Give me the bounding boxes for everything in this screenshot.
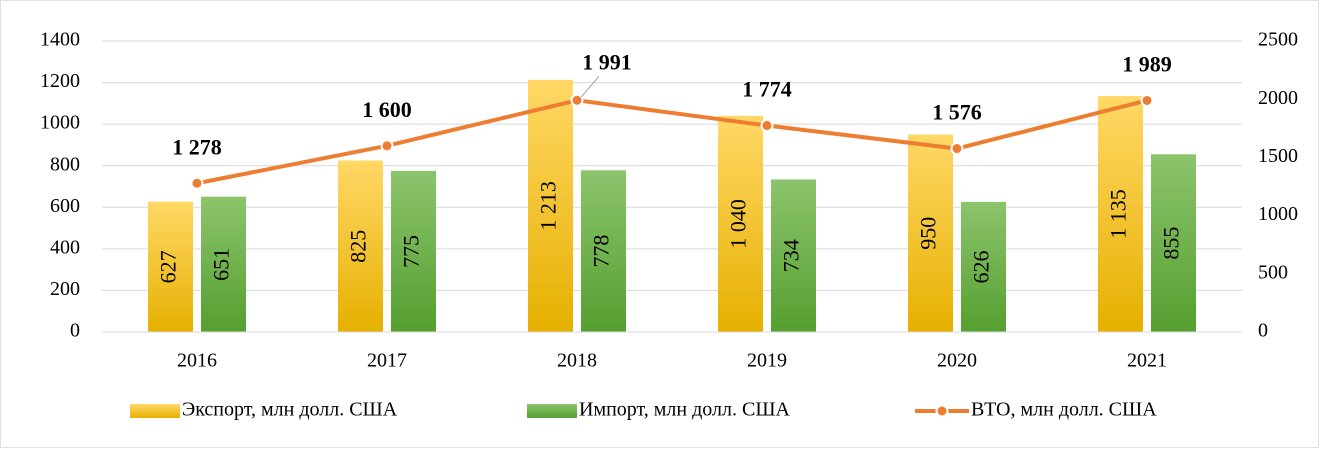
line-marker [950, 142, 964, 156]
line-value-label: 1 278 [172, 134, 222, 159]
bar [908, 134, 953, 332]
x-tick-label: 2020 [937, 350, 977, 372]
y2-tick-label: 1000 [1258, 203, 1298, 225]
bar [1151, 154, 1196, 332]
legend-label: Экспорт, млн долл. США [182, 399, 398, 421]
line-marker [1140, 93, 1154, 107]
y2-tick-label: 500 [1258, 261, 1288, 283]
line-value-label: 1 576 [932, 100, 982, 125]
leader-line [580, 75, 600, 98]
line-value-label: 1 600 [362, 97, 412, 122]
bar-value-label: 627 [156, 250, 181, 283]
legend-swatch-marker [935, 404, 949, 418]
bar-value-label: 825 [346, 230, 371, 263]
x-tick-label: 2017 [367, 350, 407, 372]
y2-tick-label: 2000 [1258, 87, 1298, 109]
bar [201, 196, 246, 332]
legend-swatch [527, 404, 577, 418]
bar-value-label: 1 135 [1106, 189, 1131, 239]
bar [771, 179, 816, 332]
line-marker [570, 93, 584, 107]
bar [338, 160, 383, 332]
line-marker [380, 139, 394, 153]
bar [148, 201, 193, 332]
x-tick-label: 2018 [557, 350, 597, 372]
y-tick-label: 1000 [40, 112, 80, 134]
y-tick-label: 200 [50, 278, 80, 300]
bar-value-label: 855 [1159, 227, 1184, 260]
line-value-label: 1 991 [582, 49, 632, 74]
x-tick-label: 2021 [1127, 350, 1167, 372]
y2-tick-label: 1500 [1258, 145, 1298, 167]
line-marker [190, 176, 204, 190]
bar [718, 115, 763, 332]
x-tick-label: 2016 [177, 350, 217, 372]
bar-value-label: 1 040 [726, 199, 751, 249]
bar-value-label: 734 [779, 239, 804, 272]
y-tick-label: 800 [50, 153, 80, 175]
y-tick-label: 1200 [40, 70, 80, 92]
y2-tick-label: 2500 [1258, 29, 1298, 51]
y-tick-label: 0 [70, 320, 80, 342]
legend-label: ВТО, млн долл. США [971, 399, 1157, 421]
bar [581, 170, 626, 332]
x-tick-label: 2019 [747, 350, 787, 372]
y-tick-label: 400 [50, 236, 80, 258]
y-tick-label: 1400 [40, 29, 80, 51]
line [196, 98, 1148, 186]
bar [391, 170, 436, 332]
bar-value-label: 1 213 [536, 181, 561, 231]
y2-tick-label: 0 [1258, 320, 1268, 342]
bar-value-label: 778 [589, 235, 614, 268]
bar [1098, 96, 1143, 332]
bar-value-label: 626 [969, 250, 994, 283]
line-value-label: 1 774 [742, 77, 792, 102]
y-tick-label: 600 [50, 195, 80, 217]
bar-value-label: 775 [399, 235, 424, 268]
bar-value-label: 651 [209, 248, 234, 281]
bar [961, 201, 1006, 332]
line-marker [760, 119, 774, 133]
bar-value-label: 950 [916, 217, 941, 250]
line-value-label: 1 989 [1122, 52, 1172, 77]
legend-label: Импорт, млн долл. США [579, 399, 791, 421]
legend-swatch [130, 404, 180, 418]
bar [528, 79, 573, 332]
